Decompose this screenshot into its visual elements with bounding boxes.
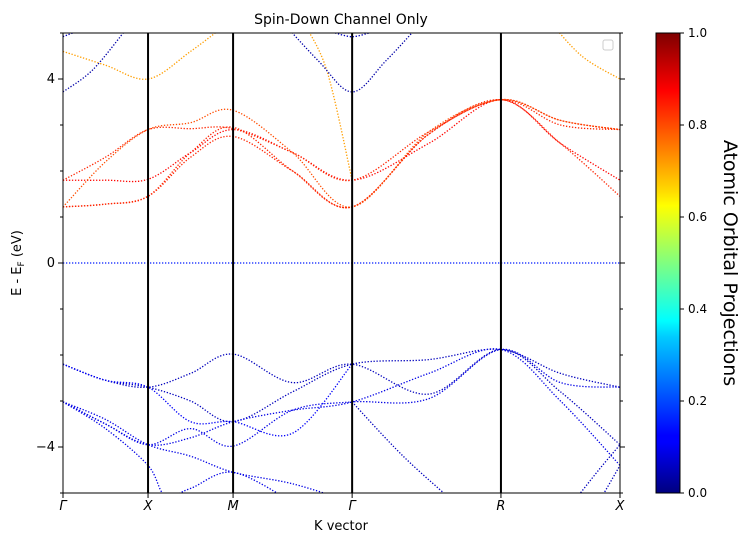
k-point-label: X xyxy=(615,499,626,514)
colorbar xyxy=(655,32,681,494)
k-point-label: R xyxy=(496,499,505,514)
band-line-16 xyxy=(63,363,353,437)
y-axis-label: E - EF (eV) xyxy=(10,230,27,296)
band-line-20 xyxy=(579,444,620,493)
colorbar-tick-label: 0.6 xyxy=(688,210,707,224)
band-line-7 xyxy=(558,33,620,80)
colorbar-tick-label: 0.2 xyxy=(688,394,707,408)
band-line-21 xyxy=(603,465,620,493)
band-line-18 xyxy=(63,401,279,493)
band-line-2 xyxy=(63,99,620,183)
band-line-9 xyxy=(291,33,413,93)
colorbar-tick-label: 0.0 xyxy=(688,486,707,500)
chart-title: Spin-Down Channel Only xyxy=(254,12,428,28)
colorbar-ticks: 0.0 0.2 0.4 0.6 0.8 1.0 xyxy=(680,26,707,500)
band-line-15 xyxy=(63,348,620,447)
colorbar-label: Atomic Orbital Projections xyxy=(719,140,741,386)
band-line-1 xyxy=(63,98,620,209)
colorbar-tick-label: 0.8 xyxy=(688,118,707,132)
plot-frame xyxy=(62,32,621,494)
band-line-13 xyxy=(63,348,620,446)
colorbar-tick-label: 0.4 xyxy=(688,302,707,316)
band-line-3 xyxy=(63,99,620,182)
y-tick-label: 4 xyxy=(47,72,55,87)
x-axis-label: K vector xyxy=(314,519,369,534)
band-line-12 xyxy=(63,348,620,423)
band-line-19 xyxy=(351,401,445,493)
high-symmetry-lines xyxy=(147,33,502,493)
y-axis: 4 0 −4 xyxy=(36,32,625,494)
bands-layer xyxy=(63,33,620,493)
band-line-11 xyxy=(334,33,370,38)
band-line-8 xyxy=(63,33,124,93)
band-line-6 xyxy=(308,33,353,181)
band-line-5 xyxy=(63,33,217,80)
y-tick-label: −4 xyxy=(36,440,55,455)
k-point-label: X xyxy=(143,499,154,514)
k-point-label: Γ xyxy=(59,499,68,514)
legend-box xyxy=(602,39,614,51)
colorbar-tick-label: 1.0 xyxy=(688,26,707,40)
band-line-17 xyxy=(63,401,326,493)
k-point-label: Γ xyxy=(349,499,358,514)
band-line-0 xyxy=(63,99,620,209)
band-line-14 xyxy=(63,348,620,466)
band-line-4 xyxy=(63,99,620,208)
y-tick-label: 0 xyxy=(47,256,55,271)
k-point-label: M xyxy=(227,499,238,514)
